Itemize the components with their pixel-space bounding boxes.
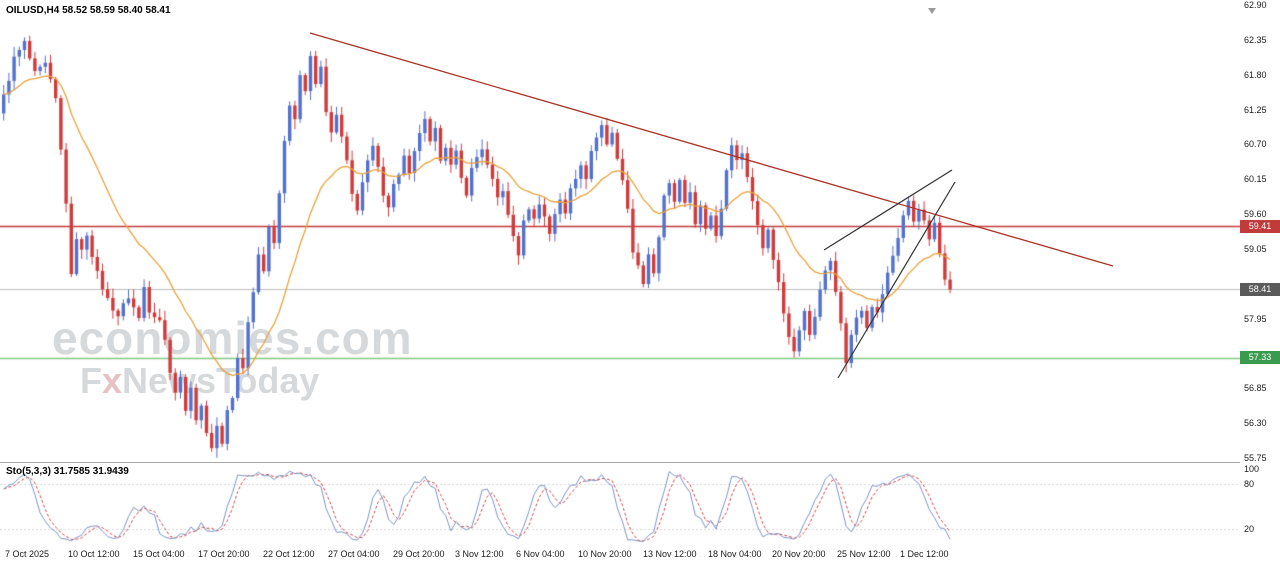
price-axis-label: 60.15 [1244,174,1267,185]
price-tag-current-price: 58.41 [1240,282,1280,296]
time-axis-label: 15 Oct 04:00 [133,549,185,559]
shift-marker-icon[interactable] [928,8,936,14]
price-axis-label: 56.30 [1244,418,1267,429]
trendline-wedge-upper[interactable] [823,169,953,251]
stochastic-canvas[interactable] [0,464,1240,546]
indicator-axis-label: 20 [1244,524,1255,534]
trendline-descending-resistance[interactable] [309,32,1114,267]
price-tag-support: 57.33 [1240,351,1280,365]
price-axis-label: 62.90 [1244,0,1267,10]
time-axis-label: 25 Nov 12:00 [837,549,891,559]
time-axis-label: 29 Oct 20:00 [393,549,445,559]
price-chart-canvas[interactable] [0,0,1240,462]
price-axis[interactable]: 62.90 62.35 61.80 61.25 60.70 60.15 59.60 59.05… [1240,0,1280,567]
indicator-axis-label: 80 [1244,479,1255,489]
price-tag-resistance: 59.41 [1240,219,1280,233]
price-axis-label: 61.25 [1244,104,1267,115]
time-axis-label: 20 Nov 20:00 [772,549,826,559]
time-axis-label: 27 Oct 04:00 [328,549,380,559]
price-axis-label: 60.70 [1244,139,1267,150]
time-axis-label: 13 Nov 12:00 [643,549,697,559]
price-axis-label: 59.05 [1244,243,1267,254]
trendline-wedge-lower[interactable] [837,181,956,379]
trendlines-overlay[interactable] [0,0,1240,462]
time-axis-label: 18 Nov 04:00 [708,549,762,559]
time-axis-label: 6 Nov 04:00 [516,549,565,559]
time-axis-label: 10 Nov 20:00 [578,549,632,559]
indicator-axis-label: 100 [1244,464,1260,474]
price-axis-label: 55.75 [1244,453,1267,464]
time-axis-label: 17 Oct 20:00 [198,549,250,559]
price-axis-label: 56.85 [1244,383,1267,394]
panel-separator[interactable] [0,462,1280,463]
time-axis-label: 22 Oct 12:00 [263,549,315,559]
time-axis-label: 10 Oct 12:00 [68,549,120,559]
time-axis-label: 3 Nov 12:00 [455,549,504,559]
price-axis-label: 57.95 [1244,313,1267,324]
time-axis-label: 7 Oct 2025 [5,549,50,559]
time-axis-label: 1 Dec 12:00 [900,549,949,559]
price-axis-label: 62.35 [1244,34,1267,45]
time-axis[interactable]: 7 Oct 2025 10 Oct 12:00 15 Oct 04:00 17 Oct… [0,546,1240,567]
price-axis-label: 59.60 [1244,209,1267,220]
price-axis-label: 61.80 [1244,69,1267,80]
symbol-ohlc-label: OILUSD,H4 58.52 58.59 58.40 58.41 [6,5,171,16]
indicator-label: Sto(5,3,3) 31.7585 31.9439 [6,466,129,477]
